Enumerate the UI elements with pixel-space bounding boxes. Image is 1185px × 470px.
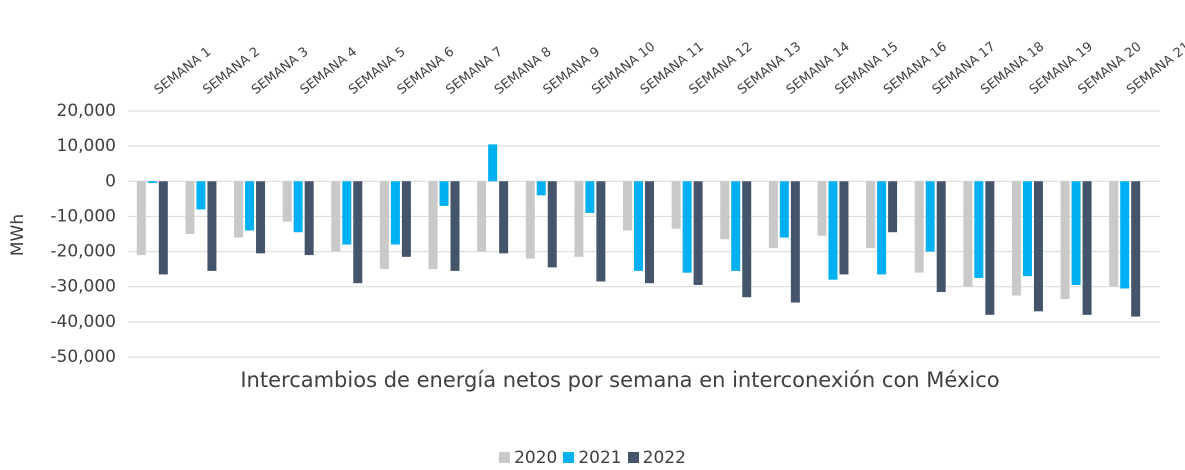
legend-label: 2021 bbox=[578, 448, 621, 468]
bar bbox=[1012, 181, 1021, 295]
bar bbox=[159, 181, 168, 274]
legend-label: 2020 bbox=[514, 448, 557, 468]
bar bbox=[694, 181, 703, 285]
bar bbox=[1120, 181, 1129, 288]
bar bbox=[440, 181, 449, 206]
bar bbox=[769, 181, 778, 248]
bar bbox=[148, 181, 157, 183]
bar bbox=[391, 181, 400, 244]
legend-label: 2022 bbox=[643, 448, 686, 468]
bar bbox=[780, 181, 789, 237]
bar bbox=[645, 181, 654, 283]
y-tick-label: 10,000 bbox=[57, 136, 116, 156]
bar bbox=[963, 181, 972, 286]
bar bbox=[353, 181, 362, 283]
bar bbox=[429, 181, 438, 269]
bar bbox=[926, 181, 935, 251]
bar bbox=[877, 181, 886, 274]
bar bbox=[1109, 181, 1118, 286]
legend-item: 2021 bbox=[563, 448, 621, 468]
bar bbox=[791, 181, 800, 302]
chart: MWh -50,000 -40,000 -30,000 -20,000 -10,000 0… bbox=[0, 0, 1185, 470]
bar bbox=[245, 181, 254, 230]
bar bbox=[305, 181, 314, 255]
bar bbox=[634, 181, 643, 271]
bar bbox=[488, 144, 497, 181]
bar bbox=[137, 181, 146, 255]
bar bbox=[331, 181, 340, 251]
bar bbox=[817, 181, 826, 235]
bar bbox=[683, 181, 692, 272]
bar bbox=[937, 181, 946, 292]
bar bbox=[623, 181, 632, 230]
bar bbox=[974, 181, 983, 278]
bar bbox=[985, 181, 994, 315]
legend: 2020 2021 2022 bbox=[0, 448, 1185, 468]
bar bbox=[537, 181, 546, 195]
bar bbox=[342, 181, 351, 244]
bar bbox=[585, 181, 594, 213]
y-tick-label: -20,000 bbox=[50, 242, 116, 262]
bar bbox=[380, 181, 389, 269]
legend-swatch bbox=[563, 452, 574, 463]
bar bbox=[477, 181, 486, 251]
y-tick-label: 20,000 bbox=[57, 101, 116, 121]
bar bbox=[283, 181, 292, 221]
bar bbox=[596, 181, 605, 281]
bar bbox=[828, 181, 837, 279]
y-tick-label: -10,000 bbox=[50, 206, 116, 226]
bar bbox=[1061, 181, 1070, 299]
page: MWh -50,000 -40,000 -30,000 -20,000 -10,000 0… bbox=[0, 0, 1185, 470]
bar bbox=[672, 181, 681, 228]
bar bbox=[742, 181, 751, 297]
bar bbox=[839, 181, 848, 274]
bar bbox=[196, 181, 205, 209]
bar bbox=[1034, 181, 1043, 311]
bar bbox=[1023, 181, 1032, 276]
bar bbox=[499, 181, 508, 253]
bar bbox=[526, 181, 535, 258]
y-tick-label: -30,000 bbox=[50, 277, 116, 297]
legend-item: 2022 bbox=[628, 448, 686, 468]
legend-item: 2020 bbox=[499, 448, 557, 468]
bar bbox=[574, 181, 583, 257]
bar bbox=[207, 181, 216, 271]
bar bbox=[185, 181, 194, 234]
bar bbox=[402, 181, 411, 257]
chart-title: Intercambios de energía netos por semana… bbox=[200, 366, 1040, 394]
bar bbox=[256, 181, 265, 253]
bar bbox=[234, 181, 243, 237]
bar bbox=[1083, 181, 1092, 315]
bar bbox=[451, 181, 460, 271]
bar bbox=[915, 181, 924, 272]
y-tick-label: -50,000 bbox=[50, 347, 116, 367]
y-tick-label: 0 bbox=[105, 171, 116, 191]
legend-swatch bbox=[628, 452, 639, 463]
bar bbox=[866, 181, 875, 248]
bar bbox=[294, 181, 303, 232]
bar bbox=[548, 181, 557, 267]
bar bbox=[1131, 181, 1140, 316]
bar bbox=[888, 181, 897, 232]
bar bbox=[1072, 181, 1081, 285]
bar bbox=[720, 181, 729, 239]
bar bbox=[731, 181, 740, 271]
legend-swatch bbox=[499, 452, 510, 463]
y-tick-label: -40,000 bbox=[50, 312, 116, 332]
y-axis-label: MWh bbox=[8, 214, 28, 256]
